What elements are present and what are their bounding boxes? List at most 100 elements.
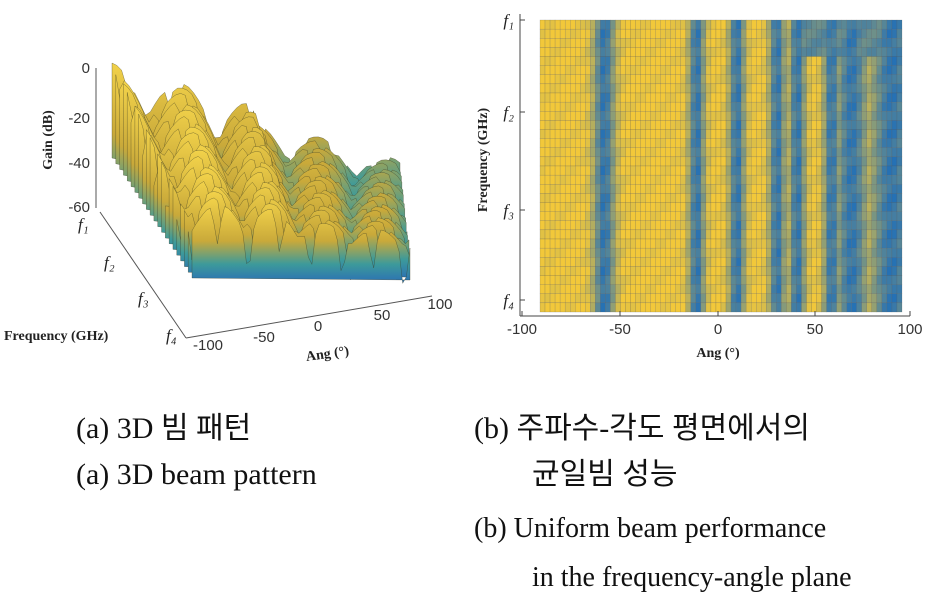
heat-cell (600, 38, 606, 48)
heat-cell (811, 156, 817, 167)
heat-cell (816, 211, 822, 221)
heat-cell (836, 220, 842, 231)
heat-cell (670, 229, 676, 240)
heat-cell (856, 65, 862, 75)
heat-cell (610, 174, 616, 185)
heat-cell (791, 147, 797, 158)
heat-cell (615, 247, 621, 258)
heat-cell (786, 247, 792, 258)
heat-cell (720, 184, 727, 194)
heat-cell (861, 229, 867, 240)
heat-cell (876, 28, 883, 39)
heat-cell (645, 229, 651, 240)
y-tick-label: f₁ (503, 11, 514, 30)
heat-cell (590, 19, 596, 30)
heat-cell (590, 138, 596, 148)
heat-cell (891, 238, 898, 249)
heat-cell (660, 129, 666, 139)
heat-cell (610, 184, 616, 194)
heat-cell (665, 19, 671, 30)
heat-cell (705, 47, 712, 57)
heat-cell (771, 138, 777, 148)
heat-cell (695, 284, 702, 294)
heat-cell (846, 257, 852, 267)
heat-cell (605, 129, 611, 139)
heat-cell (831, 193, 837, 203)
heat-cell (559, 65, 566, 75)
heat-cell (575, 19, 581, 30)
heat-cell (564, 120, 571, 130)
heat-cell (811, 111, 817, 121)
heat-cell (670, 293, 676, 304)
heat-cell (635, 193, 641, 203)
heat-cell (705, 293, 712, 304)
heat-cell (675, 111, 681, 121)
heat-cell (796, 47, 802, 57)
heat-cell (554, 156, 561, 167)
heat-cell (585, 56, 591, 66)
heat-cell (610, 138, 616, 148)
heat-cell (881, 28, 888, 39)
heat-cell (595, 165, 601, 176)
heat-cell (781, 83, 787, 94)
heat-cell (675, 47, 681, 57)
heat-cell (590, 83, 596, 94)
heat-cell (570, 184, 576, 194)
heat-cell (710, 156, 717, 167)
heat-cell (771, 56, 777, 66)
heat-cell (816, 129, 822, 139)
heat-cell (539, 193, 546, 203)
heat-cell (645, 293, 651, 304)
heat-cell (640, 19, 646, 30)
heat-cell (891, 165, 898, 176)
heat-cell (841, 38, 847, 48)
heat-cell (771, 83, 777, 94)
heat-cell (886, 275, 893, 285)
heat-cell (846, 111, 852, 121)
heat-cell (605, 284, 611, 294)
heat-cell (625, 229, 631, 240)
heat-cell (786, 83, 792, 94)
heat-cell (876, 247, 883, 258)
heat-cell (725, 129, 732, 139)
heat-cell (886, 220, 893, 231)
heat-cell (856, 220, 862, 231)
heat-cell (680, 65, 686, 75)
heat-cell (816, 65, 822, 75)
heat-cell (670, 147, 676, 158)
heat-cell (771, 229, 777, 240)
heat-cell (590, 275, 596, 285)
heat-cell (816, 156, 822, 167)
heat-cell (896, 83, 903, 94)
heat-cell (751, 302, 757, 313)
heat-cell (821, 220, 827, 231)
heat-cell (630, 193, 636, 203)
heat-cell (559, 111, 566, 121)
heat-cell (786, 147, 792, 158)
heat-cell (786, 184, 792, 194)
heat-cell (861, 74, 867, 85)
heat-cell (761, 19, 767, 30)
heat-cell (610, 47, 616, 57)
heat-cell (715, 92, 722, 103)
heat-cell (544, 302, 551, 313)
heat-cell (605, 147, 611, 158)
heat-cell (710, 129, 717, 139)
heat-cell (856, 74, 862, 85)
heat-cell (826, 293, 832, 304)
heat-cell (811, 293, 817, 304)
heat-cell (745, 284, 752, 294)
heat-cell (761, 147, 767, 158)
heat-cell (816, 275, 822, 285)
heat-cell (876, 165, 883, 176)
heat-cell (766, 165, 772, 176)
heat-cell (720, 28, 727, 39)
heat-cell (796, 284, 802, 294)
heat-cell (841, 56, 847, 66)
heat-cell (595, 74, 601, 85)
heat-cell (700, 74, 707, 85)
heat-cell (786, 19, 792, 30)
heat-cell (564, 302, 571, 313)
heat-cell (585, 266, 591, 276)
heat-cell (876, 156, 883, 167)
